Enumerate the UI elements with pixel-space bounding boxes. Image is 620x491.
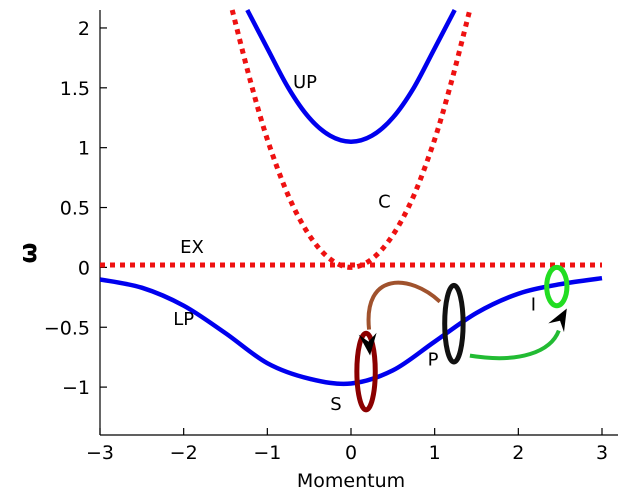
y-tick-label: −0.5 bbox=[44, 317, 90, 339]
curve-label-lp: LP bbox=[173, 309, 194, 330]
arrow-p-to-s bbox=[366, 280, 442, 330]
annotation-label-i: I bbox=[531, 294, 536, 315]
annotation-label-s: S bbox=[330, 394, 341, 415]
y-tick-label: 2 bbox=[78, 18, 90, 40]
axes: −3 −2 −1 0 1 2 3 −1 −0.5 0 0.5 1 1.5 2 Momentum ω bbox=[14, 10, 618, 491]
arrow-p-to-s-head bbox=[358, 332, 377, 356]
x-tick-label: 0 bbox=[345, 442, 357, 464]
arrow-p-to-i bbox=[469, 329, 561, 361]
x-axis-title: Momentum bbox=[297, 470, 405, 491]
x-tick-label: 2 bbox=[512, 442, 524, 464]
ellipse-p bbox=[442, 282, 466, 365]
ellipse-i bbox=[544, 264, 570, 309]
curve-label-ex: EX bbox=[180, 237, 204, 258]
curves bbox=[100, 8, 603, 387]
x-tick-label: −1 bbox=[253, 442, 281, 464]
ellipse-s bbox=[354, 330, 378, 413]
y-tick-label: 1.5 bbox=[60, 78, 90, 100]
y-axis-title: ω bbox=[14, 243, 42, 264]
curve-label-c: C bbox=[378, 192, 391, 213]
y-tick-label: 0 bbox=[78, 257, 90, 279]
x-tick-label: 3 bbox=[596, 442, 608, 464]
y-tick-label: −1 bbox=[62, 377, 90, 399]
x-tick-label: 1 bbox=[429, 442, 441, 464]
arrow-p-to-i-head bbox=[548, 308, 567, 333]
annotation-label-p: P bbox=[428, 350, 439, 371]
x-tick-label: −2 bbox=[170, 442, 198, 464]
annotations bbox=[354, 264, 570, 413]
series-lp-line bbox=[100, 275, 603, 387]
curve-label-up: UP bbox=[293, 72, 317, 93]
series-up-line bbox=[245, 8, 457, 144]
labels: UP C EX LP S P I bbox=[173, 72, 536, 415]
y-tick-label: 1 bbox=[78, 138, 90, 160]
x-tick-label: −3 bbox=[86, 442, 114, 464]
y-tick-label: 0.5 bbox=[60, 198, 90, 220]
